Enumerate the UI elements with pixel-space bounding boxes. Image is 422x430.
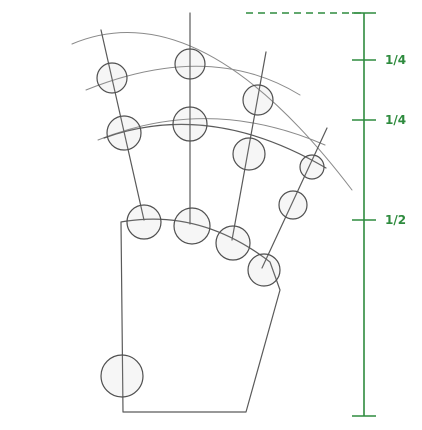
upper-joint-arc-line bbox=[97, 118, 326, 146]
guide-label-half: 1/2 bbox=[385, 213, 406, 227]
finger-line-3 bbox=[231, 51, 267, 241]
finger-line-1 bbox=[100, 29, 145, 221]
knuckle-circle bbox=[126, 204, 162, 240]
knuckle-circle bbox=[96, 62, 128, 94]
outer-arc-line bbox=[71, 32, 353, 191]
knuckle-circle bbox=[215, 225, 251, 261]
knuckle-circle bbox=[299, 154, 325, 180]
knuckle-circle bbox=[173, 207, 211, 245]
middle-joint-arc-line bbox=[103, 123, 327, 169]
finger-line-4 bbox=[261, 127, 328, 269]
knuckle-circle bbox=[242, 84, 274, 116]
guide-label-quarter-2: 1/4 bbox=[385, 113, 406, 127]
knuckle-circle bbox=[232, 137, 266, 171]
knuckle-circle bbox=[106, 115, 142, 151]
fingertip-arc-line bbox=[85, 65, 301, 96]
knuckle-circle bbox=[278, 190, 308, 220]
knuckle-circle bbox=[174, 48, 206, 80]
palm-outline bbox=[120, 218, 281, 413]
knuckle-circle bbox=[247, 253, 281, 287]
thumb-base-circle bbox=[100, 354, 144, 398]
knuckle-circle bbox=[172, 106, 208, 142]
guide-label-quarter-1: 1/4 bbox=[385, 53, 406, 67]
